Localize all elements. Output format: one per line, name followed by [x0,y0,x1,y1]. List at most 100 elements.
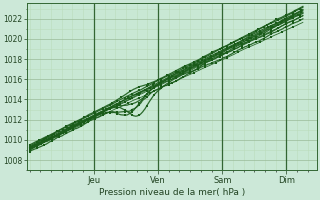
Point [257,41,262,44]
Point [173,76,178,79]
Point [137,89,142,92]
Point [167,75,172,78]
Point [137,103,142,106]
Point [159,87,164,90]
Point [246,36,252,39]
Point [224,46,229,49]
Point [78,121,83,125]
Point [182,64,188,68]
Point [34,147,39,150]
Point [276,26,281,29]
Point [27,147,32,150]
Point [148,86,153,89]
Point [129,113,134,116]
Point [93,113,98,117]
Point [122,110,127,113]
Point [210,50,215,54]
Point [128,97,133,100]
Point [168,76,173,79]
Point [129,92,134,95]
Point [173,69,178,72]
Point [188,63,193,67]
Point [290,13,295,16]
Point [78,121,83,124]
Point [49,136,54,139]
Point [180,73,186,76]
Point [71,127,76,130]
Point [52,133,57,136]
Point [27,146,32,150]
Point [224,51,229,54]
Point [244,38,250,42]
Point [203,61,208,64]
Point [292,9,297,12]
Point [100,112,105,115]
Point [219,51,224,55]
Point [93,113,98,116]
Point [104,107,109,111]
Point [246,33,252,37]
Point [224,51,229,54]
Point [232,44,237,48]
Point [144,85,149,88]
Point [115,112,120,115]
Point [276,29,281,32]
Point [78,122,83,125]
Point [166,79,171,82]
Point [37,142,42,145]
Point [76,121,82,124]
Point [93,116,98,119]
Point [261,37,266,40]
Point [159,86,164,89]
Point [35,141,40,144]
Point [115,110,120,114]
Point [203,64,208,67]
Point [198,62,203,65]
Point [257,29,262,32]
Point [49,133,54,136]
Point [91,114,96,118]
Point [142,88,147,92]
Point [254,30,259,33]
Point [173,75,178,78]
Point [188,71,193,74]
Point [100,107,105,110]
Point [239,44,244,47]
Point [108,111,113,114]
Point [27,146,32,149]
Point [239,42,244,45]
Point [268,30,274,33]
Point [129,110,134,113]
Point [192,71,197,74]
Point [288,15,293,18]
Point [159,78,164,81]
Point [151,93,156,97]
Point [117,101,123,104]
Point [268,26,274,29]
Point [57,132,62,136]
Point [53,134,58,137]
Point [216,50,221,54]
Point [276,24,281,27]
Point [71,122,76,125]
Point [261,32,266,35]
Point [49,137,54,140]
Point [27,144,32,148]
Point [266,25,271,29]
Point [104,108,109,112]
Point [208,54,213,58]
Point [166,79,171,82]
Point [115,106,120,110]
Point [188,67,193,70]
Point [116,104,122,107]
Point [274,22,279,25]
Point [159,81,164,84]
Point [122,101,127,104]
Point [228,46,233,49]
Point [64,125,69,129]
Point [276,18,281,22]
Point [213,61,219,64]
Point [224,44,229,47]
Point [108,107,113,110]
Point [151,86,156,89]
